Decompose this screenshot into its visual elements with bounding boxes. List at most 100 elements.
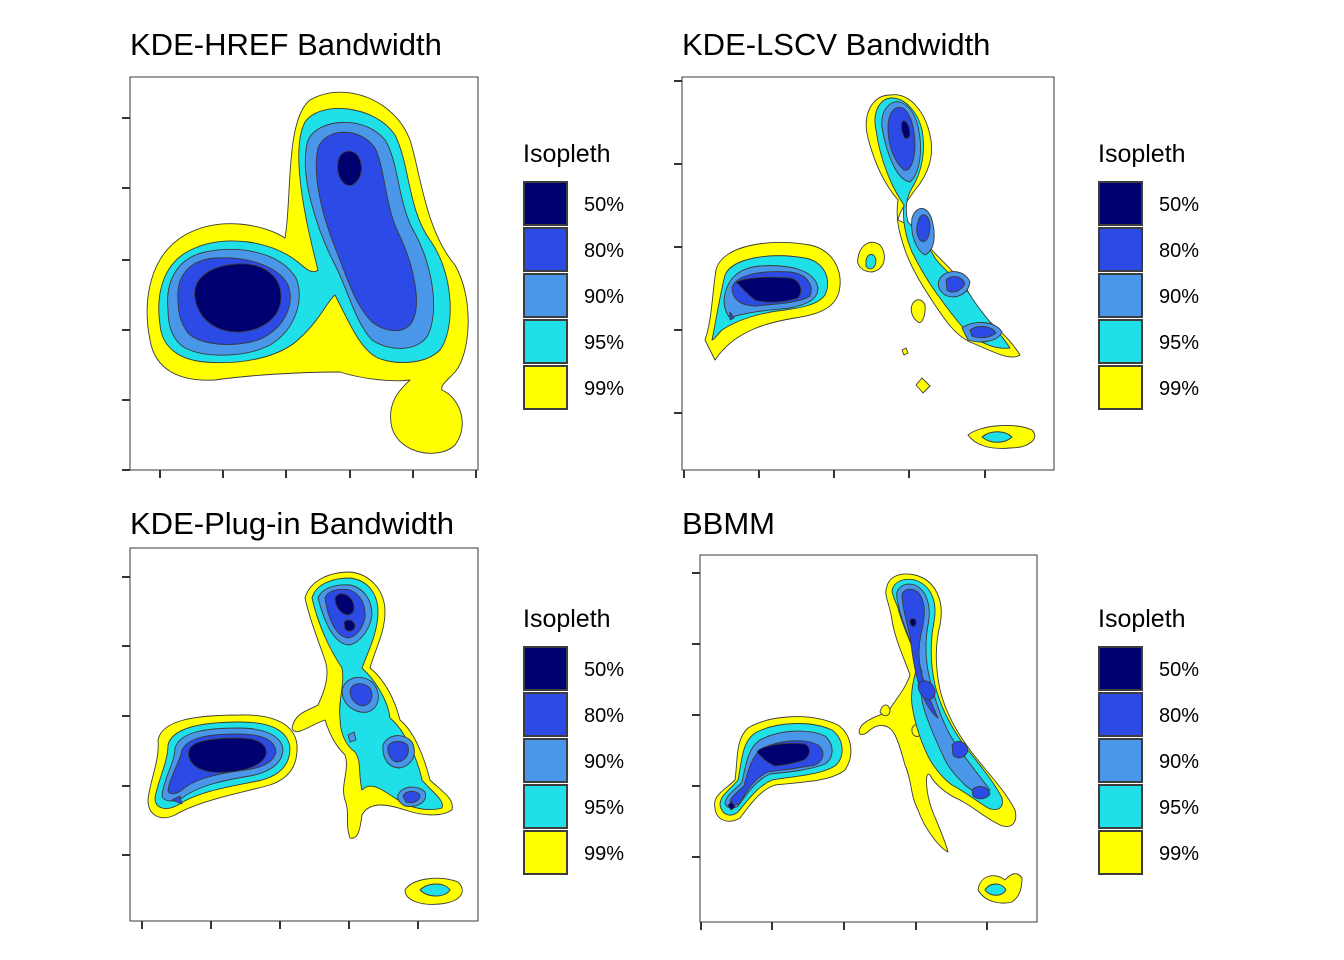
isopleth-95 — [419, 883, 451, 897]
isopleth-99 — [879, 704, 891, 717]
legend-label-50: 50% — [1159, 194, 1199, 216]
legend-title: Isopleth — [523, 140, 611, 168]
legend-title: Isopleth — [1098, 605, 1186, 633]
legend: Isopleth 50% 80% 90% 95% 99% — [523, 605, 624, 875]
isopleth-50 — [900, 120, 911, 140]
legend-label-99: 99% — [584, 378, 624, 400]
legend-swatch-80 — [1098, 227, 1143, 272]
isopleth-80 — [969, 326, 997, 339]
panel-kde-lscv: KDE-LSCV Bandwidth — [674, 27, 1199, 478]
legend-swatch-99 — [523, 365, 568, 410]
legend-swatch-95 — [523, 784, 568, 829]
plot-frame — [129, 76, 479, 471]
isopleth-80 — [951, 740, 969, 759]
isopleth-95 — [984, 883, 1007, 896]
contour-area — [704, 94, 1036, 449]
isopleth-50 — [194, 150, 362, 333]
legend-swatch-90 — [523, 273, 568, 318]
plot-frame — [699, 554, 1038, 923]
legend-swatch-90 — [523, 738, 568, 783]
legend-swatch-95 — [1098, 319, 1143, 364]
panel-title-bbmm: BBMM — [682, 506, 775, 541]
legend: Isopleth 50% 80% 90% 95% 99% — [1098, 605, 1199, 875]
panel-title-kde-plug-in: KDE-Plug-in Bandwidth — [130, 506, 454, 541]
legend: Isopleth 50% 80% 90% 95% 99% — [523, 140, 624, 410]
legend-swatch-80 — [523, 692, 568, 737]
isopleth-99 — [910, 299, 926, 323]
isopleth-80 — [916, 214, 931, 243]
legend-label-95: 95% — [584, 797, 624, 819]
legend-swatch-80 — [1098, 692, 1143, 737]
x-axis-ticks — [159, 470, 477, 478]
y-axis-ticks — [122, 117, 130, 471]
legend-swatch-50 — [1098, 181, 1143, 226]
legend-label-80: 80% — [1159, 240, 1199, 262]
legend-label-50: 50% — [584, 194, 624, 216]
panel-bbmm: BBMM — [682, 506, 1199, 930]
legend-label-90: 90% — [1159, 751, 1199, 773]
isopleth-80 — [971, 786, 991, 800]
isopleth-50 — [727, 801, 736, 811]
y-axis-ticks — [122, 576, 130, 856]
legend-label-80: 80% — [584, 705, 624, 727]
isopleth-50 — [909, 618, 917, 627]
legend-swatch-99 — [523, 830, 568, 875]
panel-kde-href: KDE-HREF Bandwidth — [122, 27, 624, 478]
isopleth-50 — [188, 737, 267, 773]
legend-swatch-99 — [1098, 830, 1143, 875]
isopleth-99 — [915, 377, 931, 394]
legend-label-90: 90% — [584, 751, 624, 773]
legend: Isopleth 50% 80% 90% 95% 99% — [1098, 140, 1199, 410]
x-axis-ticks — [141, 921, 419, 929]
isopleth-90 — [347, 731, 357, 743]
legend-swatch-99 — [1098, 365, 1143, 410]
contour-area — [146, 91, 469, 454]
isopleth-80 — [402, 790, 421, 804]
legend-swatch-50 — [523, 646, 568, 691]
x-axis-ticks — [683, 470, 986, 478]
isopleth-80 — [171, 795, 183, 805]
y-axis-ticks — [692, 572, 700, 858]
legend-swatch-50 — [1098, 646, 1143, 691]
isopleth-99 — [901, 347, 909, 356]
isopleth-50 — [334, 593, 355, 616]
legend-label-80: 80% — [584, 240, 624, 262]
x-axis-ticks — [700, 922, 988, 930]
legend-swatch-95 — [523, 319, 568, 364]
contour-area — [147, 571, 463, 905]
legend-label-50: 50% — [1159, 659, 1199, 681]
isopleth-95 — [865, 253, 877, 270]
isopleth-50 — [756, 742, 810, 767]
legend-label-50: 50% — [584, 659, 624, 681]
panel-kde-plug-in: KDE-Plug-in Bandwidth — [122, 506, 624, 929]
legend-label-80: 80% — [1159, 705, 1199, 727]
legend-label-95: 95% — [584, 332, 624, 354]
isopleth-50 — [343, 619, 356, 632]
isopleth-95 — [981, 431, 1013, 443]
contour-area — [714, 573, 1023, 904]
legend-swatch-90 — [1098, 738, 1143, 783]
isopleth-80 — [387, 741, 409, 763]
legend-title: Isopleth — [1098, 140, 1186, 168]
legend-label-95: 95% — [1159, 797, 1199, 819]
legend-swatch-90 — [1098, 273, 1143, 318]
plot-frame — [681, 76, 1055, 471]
legend-label-99: 99% — [584, 843, 624, 865]
legend-swatch-80 — [523, 227, 568, 272]
legend-label-90: 90% — [1159, 286, 1199, 308]
plot-frame — [129, 547, 479, 922]
isopleth-80 — [917, 680, 936, 701]
legend-label-95: 95% — [1159, 332, 1199, 354]
legend-label-99: 99% — [1159, 378, 1199, 400]
isopleth-50 — [735, 276, 802, 303]
legend-swatch-50 — [523, 181, 568, 226]
legend-label-90: 90% — [584, 286, 624, 308]
legend-swatch-95 — [1098, 784, 1143, 829]
panel-title-kde-lscv: KDE-LSCV Bandwidth — [682, 27, 990, 62]
isopleth-80 — [349, 683, 373, 707]
isopleth-80 — [887, 106, 916, 171]
legend-label-99: 99% — [1159, 843, 1199, 865]
legend-title: Isopleth — [523, 605, 611, 633]
isopleth-80 — [945, 276, 966, 293]
